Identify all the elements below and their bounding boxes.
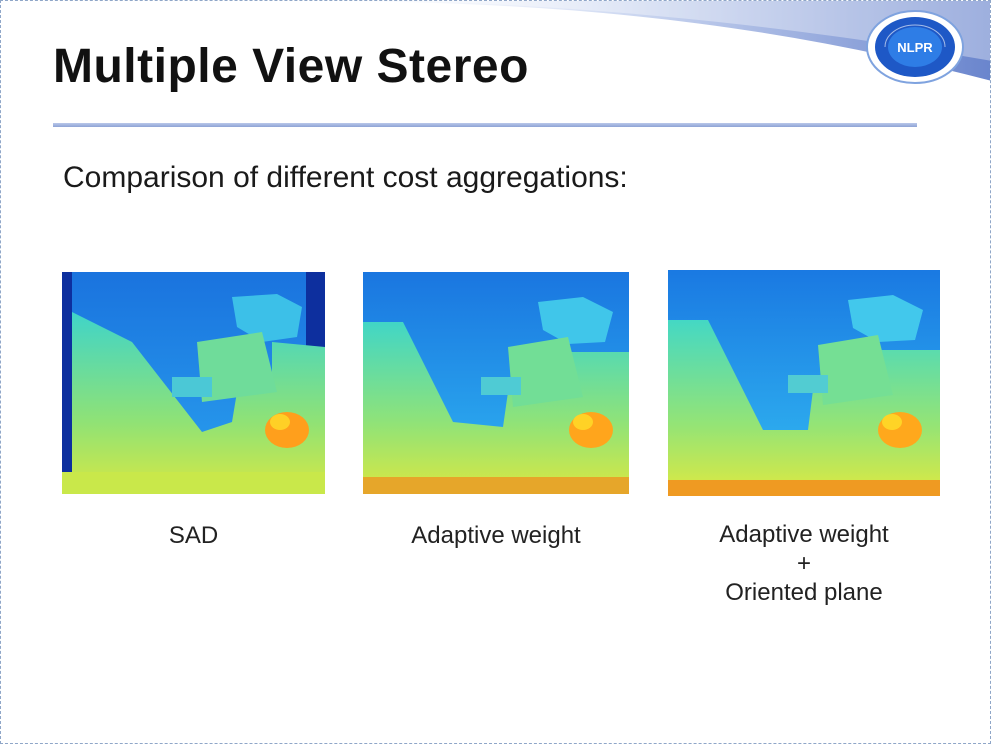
caption-sad: SAD bbox=[62, 521, 325, 550]
caption-line: Oriented plane bbox=[725, 579, 883, 606]
disparity-map-adaptive-weight-oriented-plane bbox=[668, 270, 940, 496]
caption-adaptive-weight: Adaptive weight bbox=[363, 521, 629, 550]
disparity-map-sad bbox=[62, 272, 325, 494]
caption-line: SAD bbox=[168, 522, 219, 549]
disparity-map-adaptive-weight bbox=[363, 272, 629, 494]
title-underline bbox=[53, 123, 917, 127]
slide-subtitle: Comparison of different cost aggregation… bbox=[63, 161, 628, 194]
logo-text: NLPR bbox=[897, 40, 933, 55]
caption-line: Adaptive weight bbox=[411, 522, 581, 549]
nlpr-logo: NLPR bbox=[866, 10, 964, 84]
caption-line: + bbox=[796, 550, 811, 577]
caption-line: Adaptive weight bbox=[719, 521, 889, 548]
header-swoosh-decoration bbox=[301, 1, 990, 81]
caption-adaptive-weight-oriented-plane: Adaptive weight + Oriented plane bbox=[668, 520, 940, 607]
slide-title: Multiple View Stereo bbox=[53, 40, 529, 93]
